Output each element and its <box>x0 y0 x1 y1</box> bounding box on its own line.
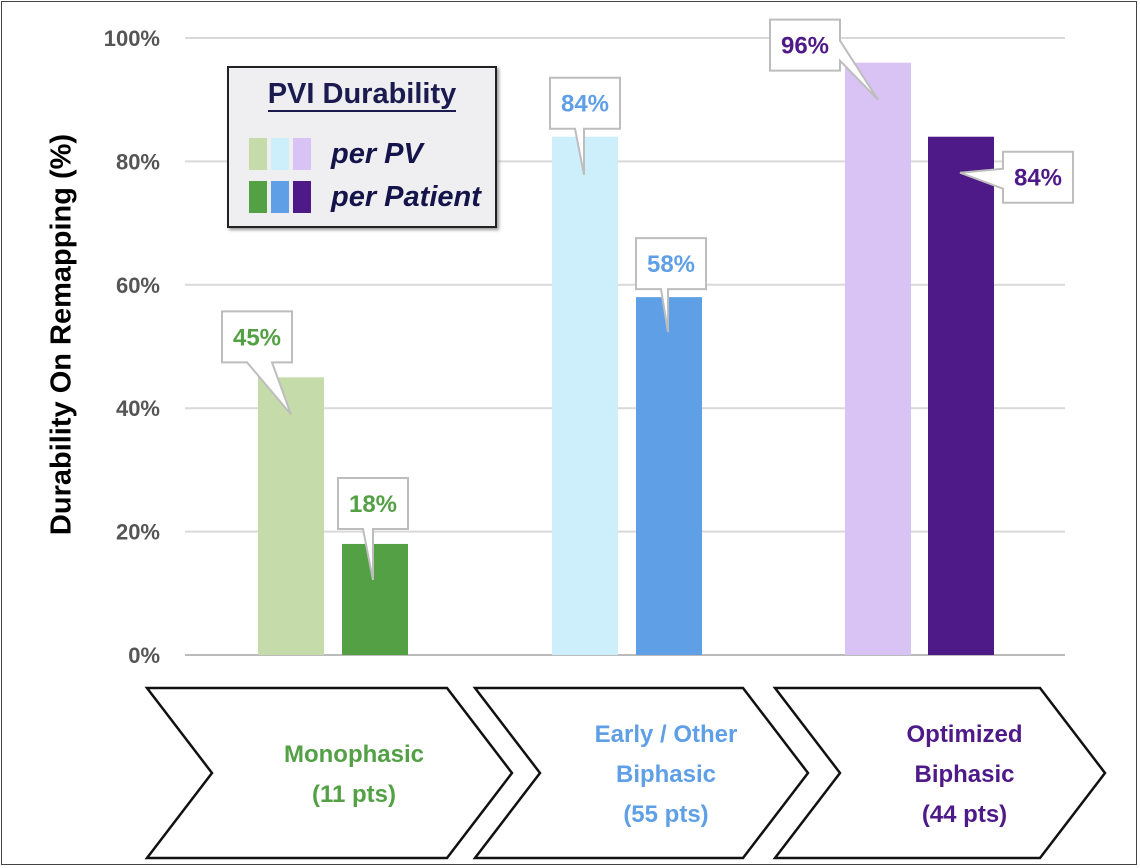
x-category-label: Optimized <box>906 721 1022 748</box>
legend-title: PVI Durability <box>267 78 457 112</box>
legend-swatch <box>271 138 289 170</box>
data-label: 96% <box>781 33 829 60</box>
y-tick-label: 20% <box>116 520 160 545</box>
data-label-callout <box>635 237 707 333</box>
y-axis-label: Durability On Remapping (%) <box>45 133 78 536</box>
data-label: 58% <box>647 251 695 278</box>
x-category-label: Biphasic <box>616 761 716 788</box>
data-label: 84% <box>561 91 609 118</box>
category-chevron <box>472 686 810 860</box>
bar <box>342 543 408 655</box>
data-label: 18% <box>349 491 397 518</box>
bar <box>845 62 911 656</box>
x-category-label: Monophasic <box>284 741 424 768</box>
legend-label: per PV <box>331 137 423 170</box>
y-tick-label: 80% <box>116 149 160 174</box>
legend-swatch <box>249 138 267 170</box>
y-tick-label: 100% <box>104 26 160 51</box>
category-chevron <box>144 686 514 860</box>
bar <box>258 377 324 655</box>
x-category-label: Biphasic <box>914 761 1014 788</box>
data-label-callout <box>959 150 1074 204</box>
legend-entry-per-patient: per Patient <box>249 181 481 213</box>
legend-label: per Patient <box>331 180 481 213</box>
x-category-label: (55 pts) <box>623 801 708 828</box>
x-category-label: (11 pts) <box>312 781 396 808</box>
data-label-callout <box>337 476 409 581</box>
bar <box>552 136 618 656</box>
x-category-label: (44 pts) <box>922 801 1007 828</box>
bar <box>928 136 994 656</box>
data-label-callout <box>549 76 621 175</box>
legend-swatch <box>293 138 311 170</box>
legend-entry-per-pv: per PV <box>249 138 423 170</box>
data-label: 84% <box>1014 165 1062 192</box>
data-label-callout <box>769 18 879 101</box>
data-label: 45% <box>233 324 281 351</box>
y-tick-label: 40% <box>116 396 160 421</box>
bar <box>636 297 702 655</box>
legend-swatch <box>249 181 267 213</box>
legend-swatch <box>293 181 311 213</box>
y-tick-label: 60% <box>116 273 160 298</box>
y-tick-label: 0% <box>128 643 160 668</box>
x-category-label: Early / Other <box>595 721 738 748</box>
legend: PVI Durability per PV per Patient <box>227 66 497 228</box>
legend-swatch <box>271 181 289 213</box>
data-label-callout <box>221 310 293 415</box>
category-chevron <box>772 686 1107 860</box>
